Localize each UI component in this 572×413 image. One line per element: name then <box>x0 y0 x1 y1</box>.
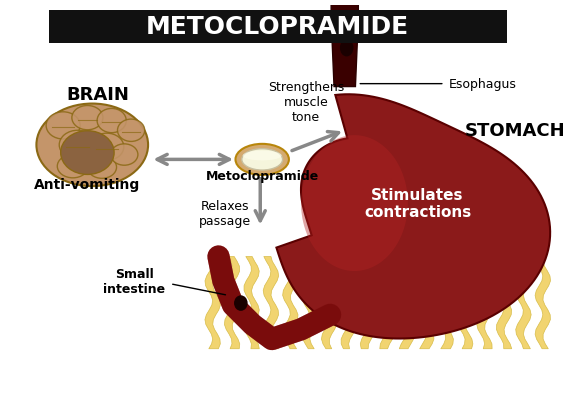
Ellipse shape <box>59 131 96 160</box>
Ellipse shape <box>61 131 114 175</box>
Text: Esophagus: Esophagus <box>448 78 517 91</box>
Polygon shape <box>263 257 279 349</box>
Ellipse shape <box>117 120 145 142</box>
Text: BRAIN: BRAIN <box>66 86 129 104</box>
Polygon shape <box>458 257 473 349</box>
Polygon shape <box>496 257 512 349</box>
Polygon shape <box>341 257 356 349</box>
Polygon shape <box>360 257 376 349</box>
Text: Metoclopramide: Metoclopramide <box>205 170 319 183</box>
Ellipse shape <box>236 145 289 176</box>
Ellipse shape <box>340 40 353 57</box>
Polygon shape <box>535 257 550 349</box>
Text: Strengthens
muscle
tone: Strengthens muscle tone <box>268 81 344 123</box>
Ellipse shape <box>37 104 148 187</box>
Polygon shape <box>302 257 317 349</box>
Ellipse shape <box>234 296 248 311</box>
Text: METOCLOPRAMIDE: METOCLOPRAMIDE <box>146 15 410 39</box>
Polygon shape <box>205 257 220 349</box>
Text: Small
intestine: Small intestine <box>103 267 165 295</box>
Text: Stimulates
contractions: Stimulates contractions <box>364 188 471 220</box>
Polygon shape <box>477 257 492 349</box>
Ellipse shape <box>72 106 103 131</box>
Polygon shape <box>399 257 415 349</box>
Text: Anti-vomiting: Anti-vomiting <box>34 177 141 191</box>
Polygon shape <box>283 257 298 349</box>
Ellipse shape <box>90 134 124 161</box>
Ellipse shape <box>57 155 88 178</box>
Ellipse shape <box>88 157 117 179</box>
Polygon shape <box>301 136 408 271</box>
Text: Relaxes
passage: Relaxes passage <box>199 199 251 227</box>
Polygon shape <box>276 95 550 339</box>
Polygon shape <box>321 257 337 349</box>
Polygon shape <box>419 257 434 349</box>
Ellipse shape <box>242 150 283 171</box>
Polygon shape <box>516 257 531 349</box>
Ellipse shape <box>111 145 138 166</box>
Polygon shape <box>331 5 358 87</box>
Ellipse shape <box>340 11 353 28</box>
Ellipse shape <box>97 109 126 133</box>
Polygon shape <box>244 257 259 349</box>
Polygon shape <box>380 257 395 349</box>
Ellipse shape <box>243 151 281 161</box>
FancyBboxPatch shape <box>49 11 507 44</box>
Polygon shape <box>438 257 454 349</box>
Polygon shape <box>224 257 240 349</box>
Text: STOMACH: STOMACH <box>464 122 565 140</box>
Ellipse shape <box>46 112 80 140</box>
